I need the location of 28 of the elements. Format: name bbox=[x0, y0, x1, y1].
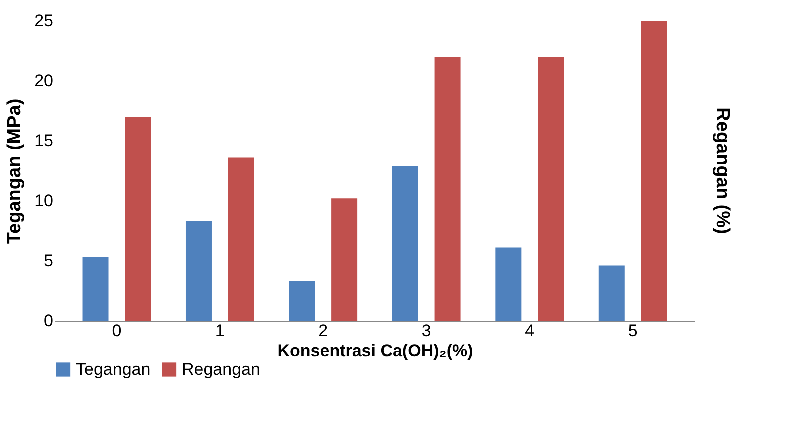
x-tick-label: 5 bbox=[628, 322, 638, 340]
y-axis-title: Tegangan (MPa) bbox=[4, 98, 26, 244]
y-tick-label: 5 bbox=[44, 252, 54, 270]
x-tick-label: 1 bbox=[215, 322, 225, 340]
x-tick-label: 2 bbox=[318, 322, 328, 340]
bar bbox=[289, 281, 316, 321]
bar bbox=[82, 257, 109, 321]
bar bbox=[538, 57, 564, 321]
bar bbox=[598, 266, 625, 321]
y-tick-label: 20 bbox=[34, 72, 54, 90]
bar bbox=[496, 248, 522, 321]
y-tick-label: 10 bbox=[34, 192, 54, 210]
bar bbox=[434, 57, 461, 321]
y-tick-label: 15 bbox=[34, 132, 54, 150]
legend-label: Tegangan bbox=[76, 360, 151, 379]
bar bbox=[332, 198, 358, 321]
y2-axis-title: Regangan (%) bbox=[712, 108, 733, 234]
x-tick-label: 4 bbox=[525, 322, 535, 340]
bar bbox=[641, 21, 668, 321]
bar bbox=[186, 221, 212, 321]
y-tick-label: 25 bbox=[34, 12, 54, 30]
bar bbox=[392, 166, 418, 321]
x-tick-label: 0 bbox=[112, 322, 122, 340]
bar bbox=[228, 158, 254, 321]
bar bbox=[125, 117, 152, 321]
x-tick-label: 3 bbox=[422, 322, 432, 340]
legend-label: Regangan bbox=[182, 360, 260, 379]
x-axis-title: Konsentrasi Ca(OH)₂(%) bbox=[278, 342, 474, 360]
